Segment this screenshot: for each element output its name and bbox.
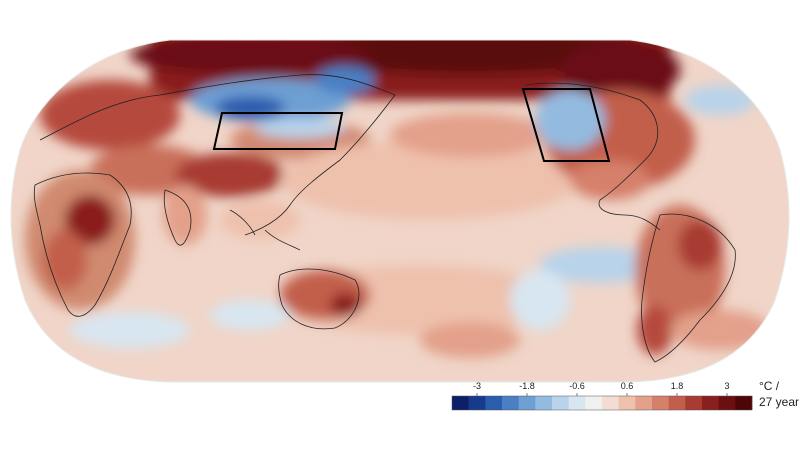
coastlines <box>33 74 736 363</box>
north-america-box <box>521 88 611 162</box>
colorbar-unit-line2: 27 year <box>759 395 800 409</box>
colorbar-tick-label: 0.6 <box>620 381 634 391</box>
north-america-cold <box>535 90 605 150</box>
colorbar-swatch <box>718 396 736 410</box>
colorbar-tick-label: -0.6 <box>569 381 585 391</box>
colorbar-swatch <box>735 396 753 410</box>
colorbar-swatch <box>652 396 669 410</box>
globe-outline <box>10 39 790 383</box>
colorbar-swatch <box>485 396 503 410</box>
colorbar-swatch <box>568 396 586 410</box>
colorbar-swatch <box>685 396 703 410</box>
colorbar-swatch <box>552 396 569 410</box>
colorbar-swatch <box>452 396 469 410</box>
arctic-warm-core <box>290 40 650 75</box>
colorbar-swatch <box>535 396 553 410</box>
colorbar-swatch <box>502 396 519 410</box>
europe-warm <box>40 80 180 150</box>
colorbar-tick-label: -1.8 <box>519 381 535 391</box>
colorbar-unit-line1: °C / <box>759 379 780 393</box>
colorbar-swatch <box>702 396 719 410</box>
colorbar <box>451 393 753 411</box>
colorbar-swatch <box>602 396 619 410</box>
colorbar-tick-label: 1.8 <box>670 381 684 391</box>
colorbar-outline <box>451 395 753 411</box>
colorbar-swatch <box>585 396 603 410</box>
east-asia-box <box>212 112 344 150</box>
colorbar-swatch <box>618 396 636 410</box>
colorbar-swatch <box>518 396 536 410</box>
colorbar-tick-label: -3 <box>472 381 482 391</box>
colorbar-swatch <box>668 396 686 410</box>
colorbar-tick-label: 3 <box>724 381 730 391</box>
colorbar-swatch <box>635 396 653 410</box>
colorbar-swatch <box>468 396 486 410</box>
